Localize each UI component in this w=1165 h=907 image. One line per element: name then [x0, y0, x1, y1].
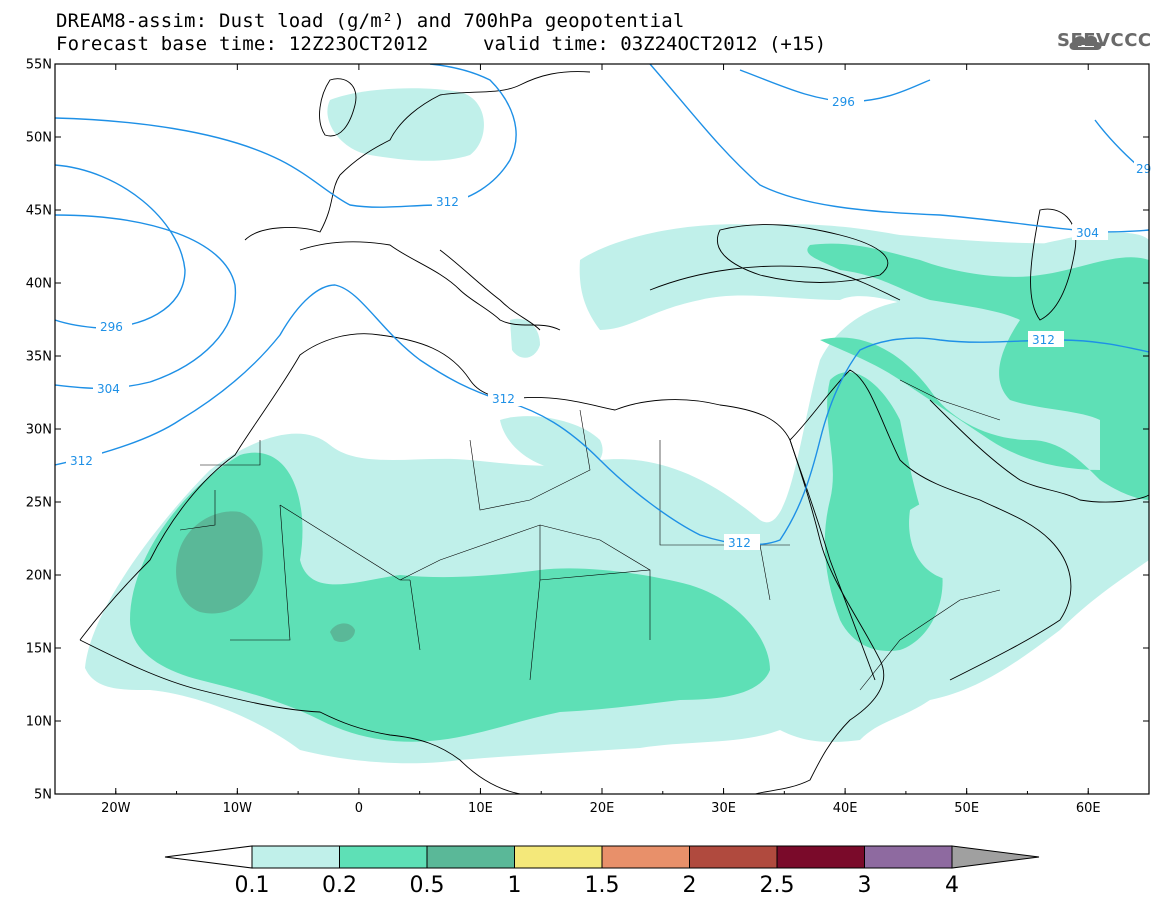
lat-tick-label: 45N: [26, 204, 52, 219]
contour-304-west: [55, 214, 237, 390]
coastline-italy: [439, 249, 541, 331]
colorbar-swatch: [339, 845, 428, 869]
coastline-arabia: [789, 369, 1072, 681]
colorbar-swatch: [864, 845, 953, 869]
lon-tick-label: 20E: [590, 801, 615, 816]
coastline-britain: [319, 78, 357, 137]
axis-ticks: [54, 63, 1150, 795]
contour-label: 304: [1076, 226, 1099, 240]
dust-region-mid: [807, 243, 1149, 500]
contour-label: 312: [728, 536, 751, 550]
coastline-persian-gulf: [929, 399, 1149, 503]
dust-region-light: [327, 88, 484, 161]
colorbar-swatch: [776, 845, 865, 869]
lat-tick-label: 5N: [34, 788, 52, 803]
border: [179, 379, 1001, 691]
colorbar-label: 4: [945, 873, 959, 898]
lat-tick-label: 50N: [26, 131, 52, 146]
dust-region-light: [500, 416, 603, 471]
colorbar-swatch: [251, 845, 340, 869]
coastline-europe: [244, 71, 591, 331]
lon-tick-label: 20W: [101, 801, 131, 816]
lon-tick-label: 50E: [954, 801, 979, 816]
coastline-black-sea: [717, 224, 889, 283]
map-title: DREAM8-assim: Dust load (g/m²) and 700hP…: [56, 10, 685, 32]
colorbar-over-triangle: [951, 845, 1040, 869]
contour-label: 312: [436, 195, 459, 209]
lat-tick-label: 40N: [26, 277, 52, 292]
coastline-turkey: [649, 265, 901, 301]
contour-label: 312: [492, 392, 515, 406]
dust-region-mid: [909, 480, 1054, 580]
contour-312-north: [55, 64, 517, 208]
coastline-caspian: [1030, 208, 1077, 321]
colorbar: 0.1 0.2 0.5 1 1.5 2 2.5 3 4: [164, 845, 1040, 898]
lon-tick-label: 30E: [711, 801, 736, 816]
contour-label: 312: [1032, 333, 1055, 347]
contour-label: 312: [70, 454, 93, 468]
contour-label: 296: [100, 320, 123, 334]
colorbar-label: 2: [683, 873, 697, 898]
colorbar-label: 1: [508, 873, 522, 898]
forecast-base-time: Forecast base time: 12Z23OCT2012: [56, 33, 429, 55]
valid-time: valid time: 03Z24OCT2012 (+15): [483, 33, 827, 55]
dust-region-light: [510, 318, 540, 358]
axis-tick-labels: 55N 50N 45N 40N 35N 30N 25N 20N 15N 10N 5N 20W 10W 0 1…: [26, 58, 1101, 817]
coastline-red-sea: [789, 439, 876, 681]
dust-region-mid: [130, 452, 770, 742]
lon-tick-label: 60E: [1076, 801, 1101, 816]
logo-text: SEEVCCC: [1057, 30, 1152, 51]
country-borders: [179, 379, 1001, 691]
contour-label: 304: [97, 382, 120, 396]
contour-label: 296: [832, 95, 855, 109]
colorbar-label: 0.2: [322, 873, 357, 898]
lon-tick-label: 0: [355, 801, 363, 816]
lat-tick-label: 55N: [26, 58, 52, 73]
dust-field: [85, 88, 1149, 764]
colorbar-swatch: [514, 845, 603, 869]
contour-296-west: [55, 164, 186, 329]
lon-tick-label: 10E: [468, 801, 493, 816]
coastline-africa-west: [79, 333, 885, 794]
coastlines: [79, 71, 1149, 794]
cloud-icon: [1069, 35, 1102, 50]
lat-tick-label: 35N: [26, 350, 52, 365]
colorbar-swatch: [601, 845, 690, 869]
colorbar-under-triangle: [164, 845, 253, 869]
lon-tick-label: 10W: [223, 801, 253, 816]
colorbar-label: 0.1: [235, 873, 270, 898]
dust-region-mid: [824, 372, 943, 651]
lon-tick-label: 40E: [833, 801, 858, 816]
colorbar-swatch: [426, 845, 515, 869]
colorbar-label: 0.5: [410, 873, 445, 898]
lat-tick-label: 20N: [26, 569, 52, 584]
contour-312-west: [55, 284, 1149, 546]
dust-region-high: [176, 511, 263, 614]
contour-labels: 296 296 304 304 312 312 312 312 312 29: [66, 93, 1152, 550]
colorbar-label: 2.5: [760, 873, 795, 898]
colorbar-swatch: [689, 845, 778, 869]
coastline-africa-south: [79, 639, 521, 794]
colorbar-label: 1.5: [585, 873, 620, 898]
colorbar-label: 3: [858, 873, 872, 898]
lat-tick-label: 30N: [26, 423, 52, 438]
lat-tick-label: 25N: [26, 496, 52, 511]
contour-304-east: [649, 64, 1149, 233]
lat-tick-label: 15N: [26, 642, 52, 657]
contour-label: 29: [1136, 162, 1151, 176]
lat-tick-label: 10N: [26, 715, 52, 730]
dust-region-high: [330, 623, 355, 642]
